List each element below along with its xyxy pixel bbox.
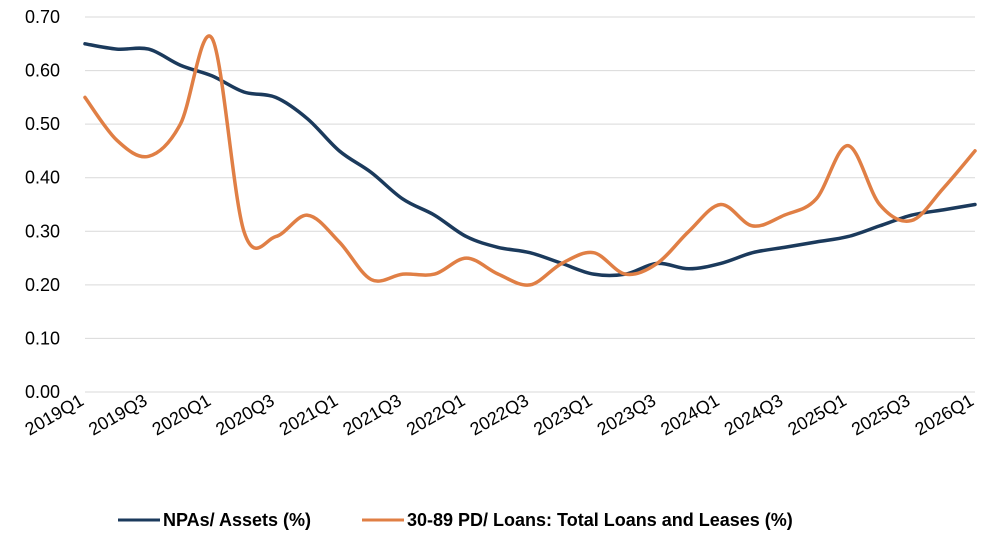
x-tick-label: 2021Q1 — [276, 390, 341, 439]
x-tick-label: 2022Q1 — [403, 390, 468, 439]
x-tick-label: 2022Q3 — [467, 390, 532, 439]
x-tick-label: 2024Q1 — [657, 390, 722, 439]
x-tick-label: 2020Q3 — [212, 390, 277, 439]
y-tick-label: 0.00 — [25, 382, 60, 402]
legend-label-pd-loans: 30-89 PD/ Loans: Total Loans and Leases … — [407, 510, 793, 530]
gridlines — [85, 16, 975, 393]
y-tick-label: 0.10 — [25, 328, 60, 348]
x-tick-label: 2023Q1 — [530, 390, 595, 439]
series-line-pd-loans — [83, 34, 977, 287]
x-tick-label: 2026Q1 — [912, 390, 977, 439]
y-tick-label: 0.50 — [25, 114, 60, 134]
x-tick-label: 2023Q3 — [594, 390, 659, 439]
x-tick-label: 2021Q3 — [339, 390, 404, 439]
x-tick-label: 2019Q3 — [85, 390, 150, 439]
y-tick-label: 0.70 — [25, 7, 60, 27]
legend-label-npas: NPAs/ Assets (%) — [163, 510, 311, 530]
series-lines — [83, 34, 977, 287]
y-tick-label: 0.40 — [25, 168, 60, 188]
legend: NPAs/ Assets (%) 30-89 PD/ Loans: Total … — [118, 510, 793, 530]
x-tick-label: 2025Q3 — [848, 390, 913, 439]
x-axis-ticks: 2019Q12019Q32020Q12020Q32021Q12021Q32022… — [22, 390, 977, 439]
x-tick-label: 2024Q3 — [721, 390, 786, 439]
y-axis-ticks: 0.00 0.10 0.20 0.30 0.40 0.50 0.60 0.70 — [25, 7, 60, 402]
y-tick-label: 0.60 — [25, 61, 60, 81]
x-tick-label: 2020Q1 — [149, 390, 214, 439]
series-line-npas — [83, 42, 977, 278]
y-tick-label: 0.20 — [25, 275, 60, 295]
x-tick-label: 2025Q1 — [784, 390, 849, 439]
y-tick-label: 0.30 — [25, 221, 60, 241]
